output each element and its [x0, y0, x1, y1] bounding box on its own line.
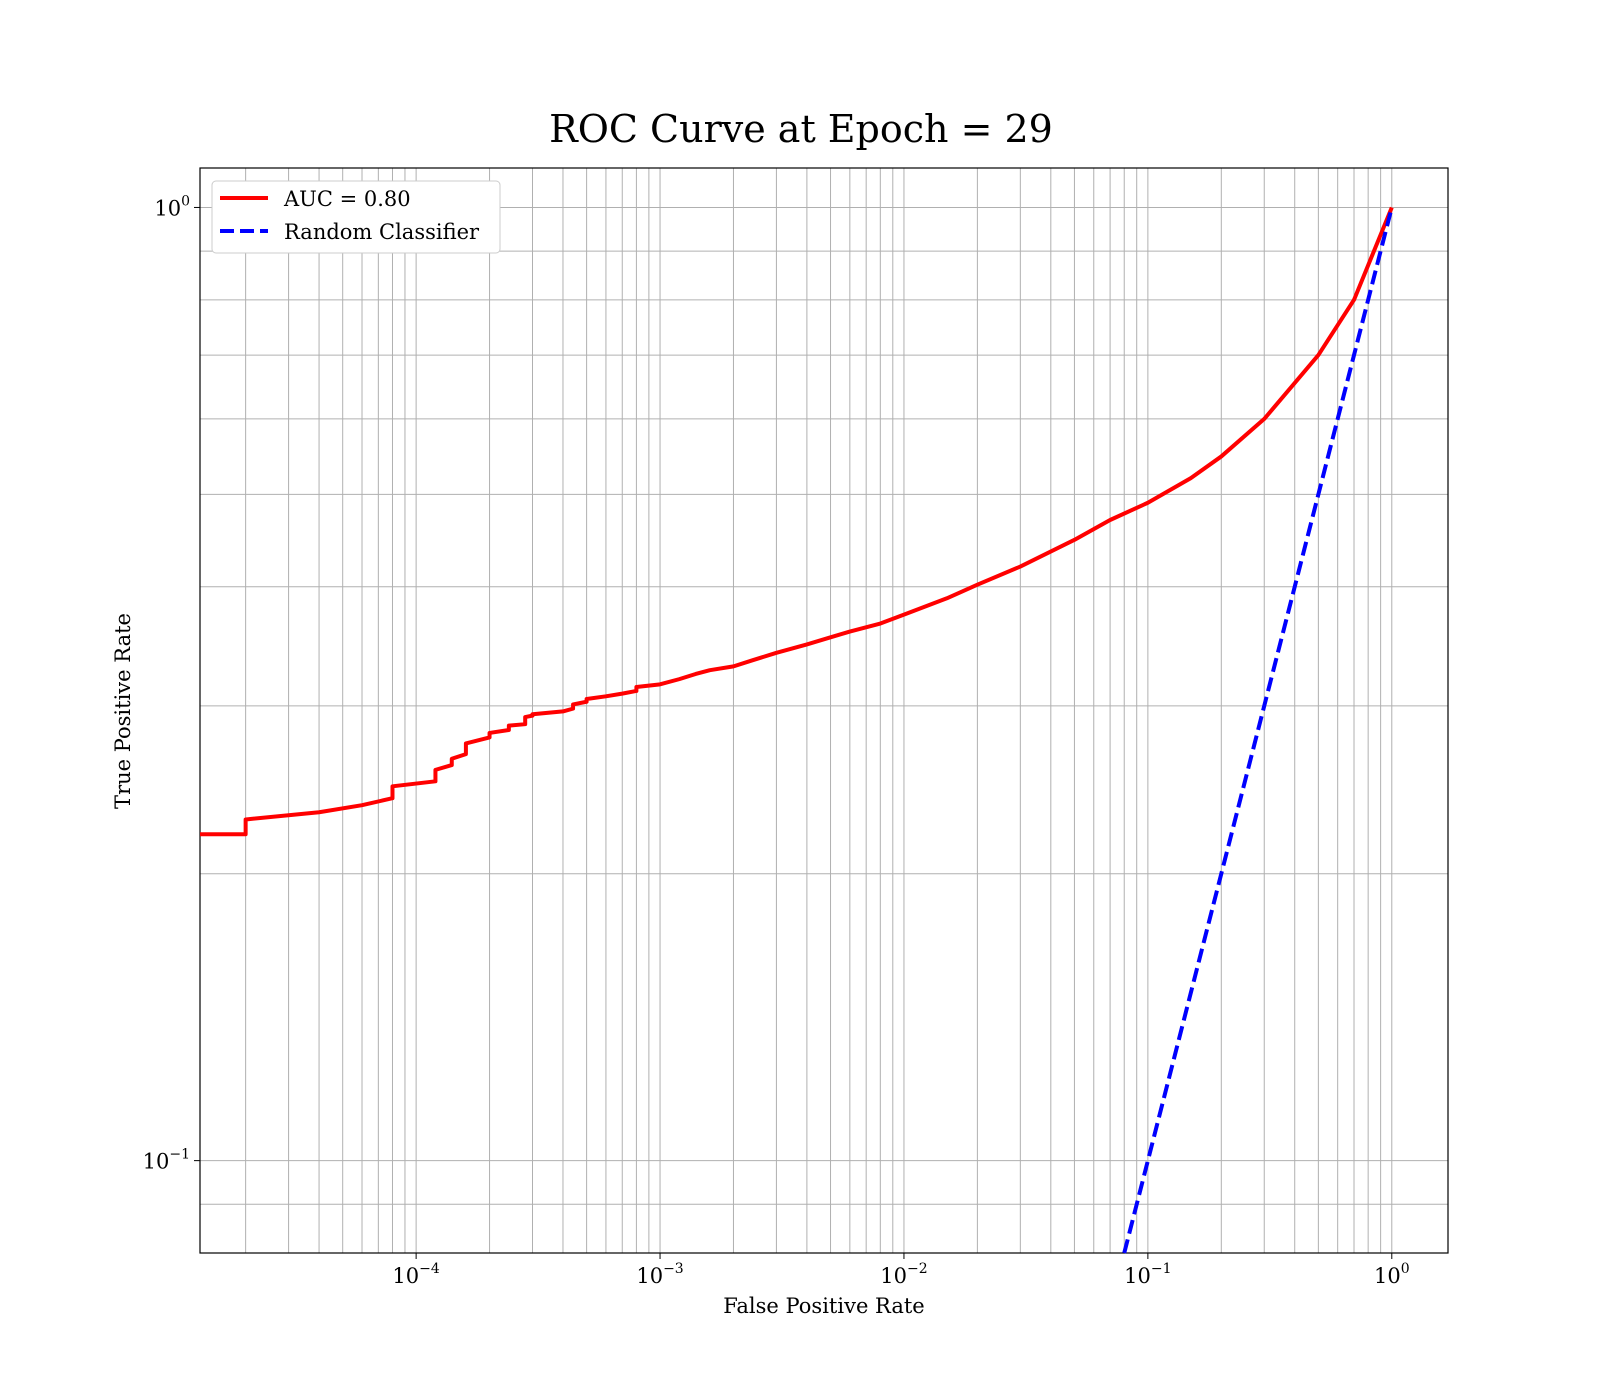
x-tick-label: 10−3	[636, 1261, 683, 1288]
legend: AUC = 0.80 Random Classifier	[211, 180, 501, 254]
legend-label-auc: AUC = 0.80	[283, 187, 411, 211]
x-tick-label: 10−1	[1124, 1261, 1171, 1288]
legend-box	[211, 180, 501, 254]
series-line-roc	[200, 206, 1394, 837]
series-line-random-classifier	[1122, 206, 1394, 1254]
legend-label-random: Random Classifier	[284, 220, 480, 244]
x-tick-label: 100	[1374, 1261, 1410, 1288]
plot-frame	[199, 167, 1449, 1254]
y-tick-label: 100	[154, 193, 190, 220]
chart-title: ROC Curve at Epoch = 29	[549, 107, 1053, 151]
tick-labels: 10−4 10−3 10−2 10−1 100 10−1 100	[143, 193, 1410, 1288]
series-layer	[200, 206, 1394, 1254]
x-axis-label: False Positive Rate	[723, 1294, 924, 1318]
y-axis-label: True Positive Rate	[111, 613, 135, 809]
x-tick-label: 10−4	[392, 1261, 439, 1288]
grid	[200, 168, 1448, 1253]
y-tick-label: 10−1	[143, 1147, 190, 1174]
x-tick-label: 10−2	[880, 1261, 927, 1288]
